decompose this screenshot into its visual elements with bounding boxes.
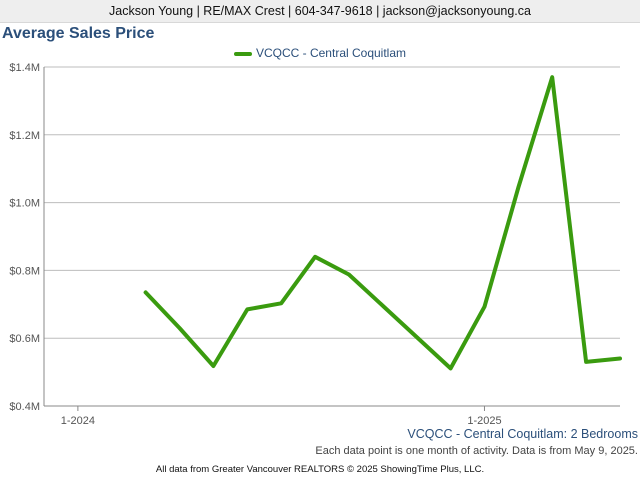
y-tick-label: $0.8M — [9, 265, 40, 277]
chart-subtitle: VCQCC - Central Coquitlam: 2 Bedrooms — [407, 427, 638, 441]
chart-title: Average Sales Price — [2, 25, 155, 42]
data-note: Each data point is one month of activity… — [315, 445, 638, 457]
legend-label: VCQCC - Central Coquitlam — [255, 46, 407, 60]
x-tick-label: 1-2025 — [467, 415, 501, 427]
legend-swatch — [233, 51, 252, 56]
y-tick-label: $1.2M — [9, 130, 40, 142]
x-tick-label: 1-2024 — [61, 415, 95, 427]
agent-contact-header: Jackson Young | RE/MAX Crest | 604-347-9… — [0, 0, 640, 23]
chart-legend: VCQCC - Central Coquitlam — [0, 44, 640, 62]
data-source-footer: All data from Greater Vancouver REALTORS… — [155, 464, 485, 475]
series-line — [143, 75, 622, 371]
y-tick-label: $0.4M — [9, 401, 40, 413]
y-tick-label: $1.4M — [9, 62, 40, 74]
y-tick-label: $0.6M — [9, 333, 40, 345]
y-tick-label: $1.0M — [9, 198, 40, 210]
